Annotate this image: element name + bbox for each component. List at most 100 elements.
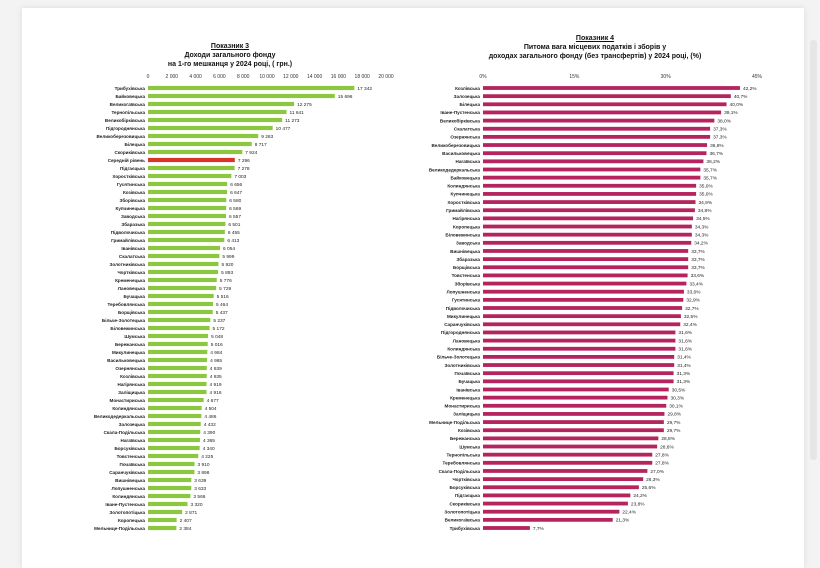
left-bar <box>148 165 235 171</box>
left-bar <box>148 173 232 179</box>
right-value-label: 31,4% <box>677 363 691 369</box>
right-category-label: Борсуківська <box>449 485 480 490</box>
right-bar <box>483 183 697 188</box>
right-value-label: 30,5% <box>672 387 686 393</box>
left-category-label: Тернопільська <box>111 110 145 115</box>
right-category-label: Скала-Подільська <box>439 469 481 474</box>
left-bar <box>148 309 213 315</box>
right-category-label: Коропецька <box>453 224 480 229</box>
right-bar <box>483 273 688 278</box>
left-value-label: 6 647 <box>230 190 242 196</box>
left-bar <box>148 285 217 291</box>
right-category-label: Козівська <box>458 428 480 433</box>
left-category-label: Бучацька <box>123 294 145 299</box>
left-category-label: Заліщицька <box>118 390 145 395</box>
left-bar <box>148 453 199 459</box>
scrollbar[interactable] <box>810 40 817 460</box>
right-category-label: Бучацька <box>458 379 480 384</box>
right-x-tick-label: 45% <box>752 74 763 80</box>
right-bar <box>483 354 675 359</box>
left-category-label: Наraївська <box>121 438 146 443</box>
left-category-label: Великобірківська <box>105 117 146 123</box>
left-x-tick-label: 10 000 <box>259 74 275 80</box>
right-bar <box>483 517 613 522</box>
right-bar <box>483 265 689 270</box>
left-value-label: 10 477 <box>276 126 291 132</box>
right-value-label: 30,1% <box>669 404 683 410</box>
left-category-label: Скалатська <box>119 254 146 259</box>
right-bar <box>483 444 658 449</box>
left-value-label: 12 275 <box>297 102 312 108</box>
left-value-label: 9 263 <box>261 134 273 140</box>
left-category-label: Нагірянська <box>118 382 146 387</box>
left-category-label: Скориківська <box>114 150 145 155</box>
right-value-label: 31,6% <box>678 347 692 353</box>
right-category-label: Великодедеркальська <box>429 167 481 172</box>
left-category-label: Білецька <box>125 142 146 147</box>
right-category-label: Бережанська <box>450 436 480 441</box>
left-bar <box>148 397 204 403</box>
right-bar <box>483 509 620 514</box>
right-bar <box>483 395 668 400</box>
left-category-label: Саранчуківська <box>109 470 145 475</box>
right-value-label: 36,8% <box>710 143 724 149</box>
right-bar <box>483 110 722 115</box>
left-value-label: 4 225 <box>201 454 213 460</box>
left-chart-heading: Показник 3 <box>210 43 250 50</box>
left-value-label: 3 639 <box>194 478 206 484</box>
right-value-label: 33,7% <box>691 265 705 271</box>
left-value-label: 3 910 <box>198 462 210 468</box>
left-category-label: Золотниківська <box>110 262 146 267</box>
right-category-label: Байковецька <box>450 174 480 180</box>
right-category-label: Зборівська <box>454 280 480 286</box>
left-category-label: Трибухівська <box>115 85 146 91</box>
right-bar <box>483 192 697 196</box>
right-category-label: Біловежинська <box>445 232 480 237</box>
right-value-label: 35,7% <box>703 167 717 173</box>
left-bar <box>148 229 225 235</box>
right-bar <box>483 94 731 99</box>
right-bar <box>483 232 692 237</box>
left-value-label: 4 677 <box>207 398 219 404</box>
left-value-label: 5 464 <box>216 302 228 308</box>
right-value-label: 21,3% <box>616 518 630 524</box>
right-bar <box>483 379 674 384</box>
right-category-label: Нагірянська <box>453 216 481 221</box>
right-bar <box>483 126 711 131</box>
right-bar <box>483 460 653 465</box>
left-bar <box>148 349 208 355</box>
left-bar <box>148 133 259 139</box>
left-value-label: 3 566 <box>193 494 205 500</box>
left-bar <box>148 381 207 387</box>
right-value-label: 33,0% <box>687 290 701 296</box>
left-x-tick-label: 8 000 <box>237 74 250 80</box>
right-chart-heading: Показник 4 <box>575 35 615 42</box>
right-value-label: 25,6% <box>642 485 656 491</box>
left-category-label: Почаївська <box>120 462 146 467</box>
left-category-label: Товстенська <box>117 454 146 459</box>
left-value-label: 5 920 <box>221 262 233 268</box>
left-category-label: Лопушненська <box>111 486 145 491</box>
left-category-label: Бережанська <box>115 342 145 347</box>
right-value-label: 23,8% <box>631 501 645 507</box>
right-bar <box>483 200 696 204</box>
left-bar <box>148 413 202 419</box>
right-bar <box>483 403 667 408</box>
left-value-label: 3 633 <box>194 486 206 492</box>
left-bar <box>148 357 208 363</box>
right-category-label: Мельнице-Подільська <box>429 420 480 425</box>
right-bar <box>483 338 676 343</box>
right-value-label: 34,3% <box>695 224 709 230</box>
left-value-label: 17 342 <box>357 86 372 92</box>
left-category-label: Вишнівецька <box>115 478 145 483</box>
right-category-label: Колиндянська <box>447 184 480 189</box>
right-value-label: 29,7% <box>667 420 681 426</box>
right-category-label: Наraївська <box>456 159 481 164</box>
left-value-label: 4 365 <box>203 438 215 444</box>
right-value-label: 33,7% <box>691 257 705 263</box>
left-category-label: Золотопотіцька <box>109 510 145 515</box>
right-category-label: Шумська <box>459 444 480 449</box>
left-bar <box>148 245 221 251</box>
right-bar <box>483 526 530 530</box>
right-bar <box>483 330 676 335</box>
